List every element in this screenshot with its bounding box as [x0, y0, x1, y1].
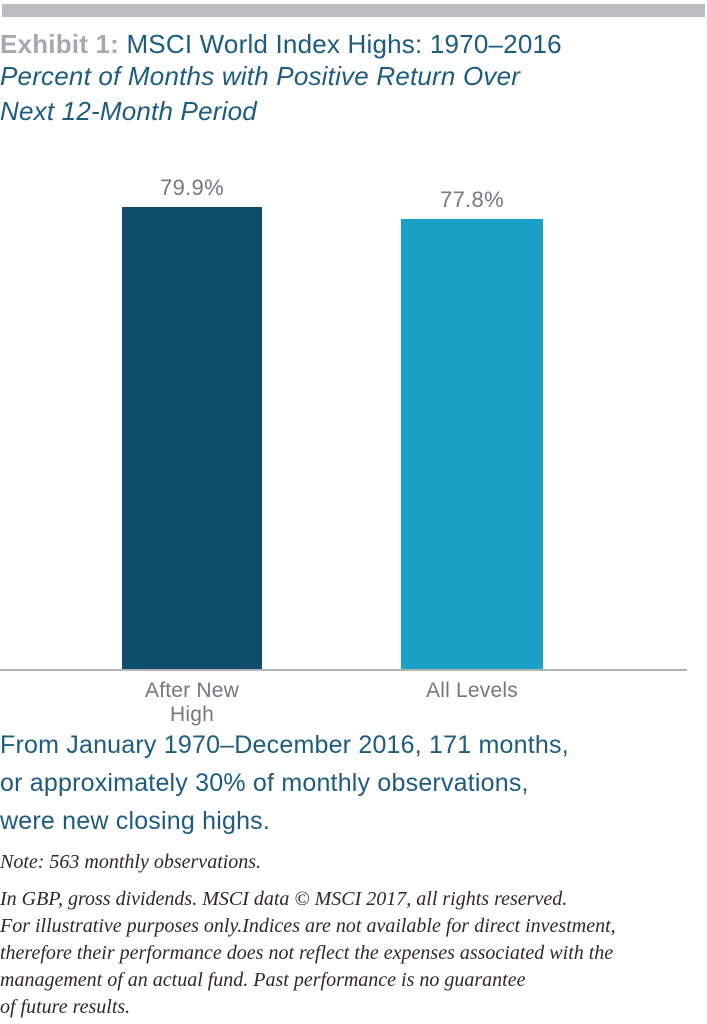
disclaimer-line-1: In GBP, gross dividends. MSCI data © MSC… [0, 888, 568, 910]
chart-title: MSCI World Index Highs: 1970–2016 [119, 29, 562, 59]
bar-group-after-new-high: 79.9% [122, 175, 262, 669]
chart-subtitle: Percent of Months with Positive Return O… [0, 59, 520, 129]
disclaimer-line-5: of future results. [0, 996, 131, 1018]
callout-line-3: were new closing highs. [0, 807, 271, 835]
chart-subtitle-line-1: Percent of Months with Positive Return O… [0, 61, 521, 91]
disclaimer-line-4: management of an actual fund. Past perfo… [0, 969, 526, 991]
category-label-after-new-high: After New High [145, 679, 239, 726]
callout-line-2: or approximately 30% of monthly observat… [0, 769, 529, 797]
disclaimer-text: In GBP, gross dividends. MSCI data © MSC… [0, 886, 616, 1021]
disclaimer-line-2: For illustrative purposes only.Indices a… [0, 915, 616, 937]
top-divider-bar [2, 4, 705, 17]
category-label-all-levels: All Levels [426, 679, 518, 702]
bar-chart: 79.9% 77.8% [122, 175, 543, 669]
callout-line-1: From January 1970–December 2016, 171 mon… [0, 731, 569, 759]
chart-subtitle-line-2: Next 12-Month Period [0, 96, 257, 126]
bar-all-levels [401, 219, 543, 669]
callout-text: From January 1970–December 2016, 171 mon… [0, 726, 569, 840]
note-observations: Note: 563 monthly observations. [0, 851, 262, 873]
x-axis-line [0, 669, 687, 671]
bar-value-label: 79.9% [160, 175, 224, 200]
bar-after-new-high [122, 207, 262, 669]
bar-value-label: 77.8% [440, 187, 504, 212]
exhibit-number-label: Exhibit 1: [0, 29, 120, 59]
exhibit-title: Exhibit 1: MSCI World Index Highs: 1970–… [0, 28, 562, 60]
bar-group-all-levels: 77.8% [401, 187, 543, 669]
disclaimer-line-3: therefore their performance does not ref… [0, 942, 614, 964]
